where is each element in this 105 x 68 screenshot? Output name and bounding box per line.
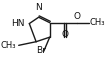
Text: N: N	[35, 3, 42, 12]
Text: Br: Br	[36, 46, 46, 55]
Text: O: O	[74, 12, 81, 21]
Text: CH₃: CH₃	[89, 18, 105, 27]
Text: O: O	[62, 30, 69, 39]
Text: HN: HN	[11, 19, 25, 28]
Text: CH₃: CH₃	[0, 41, 16, 50]
